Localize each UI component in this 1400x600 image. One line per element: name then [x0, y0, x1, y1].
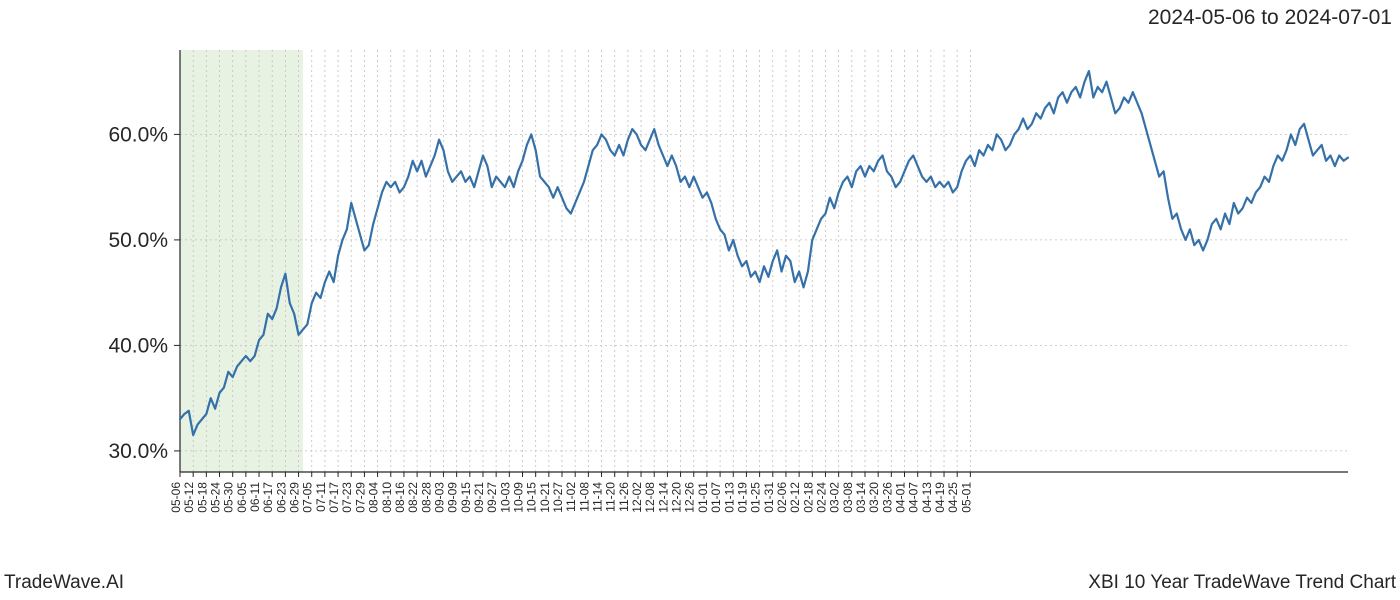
x-tick-label: 03-14 — [854, 482, 868, 513]
x-tick-label: 01-01 — [696, 482, 710, 513]
x-tick-label: 04-07 — [907, 482, 921, 513]
x-tick-label: 04-25 — [946, 482, 960, 513]
x-tick-label: 03-02 — [828, 482, 842, 513]
x-tick-label: 02-12 — [788, 482, 802, 513]
x-tick-label: 12-20 — [670, 482, 684, 513]
x-tick-label: 09-27 — [485, 482, 499, 513]
x-tick-label: 10-09 — [511, 482, 525, 513]
x-tick-label: 06-17 — [261, 482, 275, 513]
x-tick-label: 10-03 — [498, 482, 512, 513]
x-tick-label: 08-28 — [419, 482, 433, 513]
x-tick-label: 05-30 — [222, 482, 236, 513]
x-tick-label: 11-14 — [591, 482, 605, 512]
x-tick-label: 07-29 — [353, 482, 367, 513]
date-range-label: 2024-05-06 to 2024-07-01 — [1148, 6, 1392, 30]
x-tick-label: 09-21 — [472, 482, 486, 513]
x-tick-label: 05-12 — [182, 482, 196, 513]
x-tick-label: 12-26 — [683, 482, 697, 513]
x-tick-label: 08-10 — [380, 482, 394, 513]
highlight-band — [180, 50, 303, 472]
y-tick-label: 30.0% — [108, 440, 168, 463]
x-tick-label: 01-13 — [722, 482, 736, 513]
x-tick-label: 07-11 — [314, 482, 328, 512]
x-tick-label: 06-11 — [248, 482, 262, 512]
chart-title: XBI 10 Year TradeWave Trend Chart — [1088, 572, 1396, 594]
x-tick-label: 05-06 — [169, 482, 183, 513]
x-tick-label: 04-01 — [894, 482, 908, 513]
x-tick-label: 12-14 — [656, 482, 670, 513]
x-tick-label: 10-15 — [525, 482, 539, 513]
x-tick-label: 11-02 — [564, 482, 578, 512]
x-tick-label: 08-16 — [393, 482, 407, 513]
brand-label: TradeWave.AI — [4, 572, 124, 594]
x-tick-label: 07-17 — [327, 482, 341, 513]
x-tick-label: 02-18 — [801, 482, 815, 513]
x-tick-label: 12-08 — [643, 482, 657, 513]
x-tick-label: 02-24 — [814, 482, 828, 513]
x-tick-label: 05-01 — [959, 482, 973, 513]
x-tick-label: 01-19 — [735, 482, 749, 513]
x-tick-label: 09-03 — [432, 482, 446, 513]
x-tick-label: 08-04 — [367, 482, 381, 513]
x-tick-label: 01-07 — [709, 482, 723, 513]
x-tick-label: 10-27 — [551, 482, 565, 513]
x-tick-label: 11-08 — [577, 482, 591, 512]
x-tick-label: 06-29 — [288, 482, 302, 513]
x-tick-label: 01-25 — [749, 482, 763, 513]
y-tick-label: 60.0% — [108, 123, 168, 146]
x-tick-label: 03-20 — [867, 482, 881, 513]
x-tick-label: 09-09 — [446, 482, 460, 513]
x-tick-label: 12-02 — [630, 482, 644, 513]
series-line — [180, 71, 1348, 435]
x-tick-label: 07-23 — [340, 482, 354, 513]
x-tick-label: 03-08 — [841, 482, 855, 513]
x-tick-label: 06-23 — [274, 482, 288, 513]
x-tick-label: 01-31 — [762, 482, 776, 513]
x-tick-label: 03-26 — [880, 482, 894, 513]
x-tick-label: 11-26 — [617, 482, 631, 512]
x-tick-label: 10-21 — [538, 482, 552, 513]
y-tick-label: 40.0% — [108, 334, 168, 357]
x-tick-label: 04-13 — [920, 482, 934, 513]
x-tick-label: 04-19 — [933, 482, 947, 513]
y-tick-label: 50.0% — [108, 229, 168, 252]
x-tick-label: 11-20 — [604, 482, 618, 512]
x-tick-label: 08-22 — [406, 482, 420, 513]
x-tick-label: 06-05 — [235, 482, 249, 513]
x-tick-label: 07-05 — [301, 482, 315, 513]
x-tick-label: 05-18 — [195, 482, 209, 513]
trend-chart: 30.0% 40.0% 50.0% 60.0% 05-0605-1205-1805-24… — [0, 40, 1400, 560]
x-tick-label: 02-06 — [775, 482, 789, 513]
x-tick-label: 05-24 — [209, 482, 223, 513]
x-tick-label: 09-15 — [459, 482, 473, 513]
